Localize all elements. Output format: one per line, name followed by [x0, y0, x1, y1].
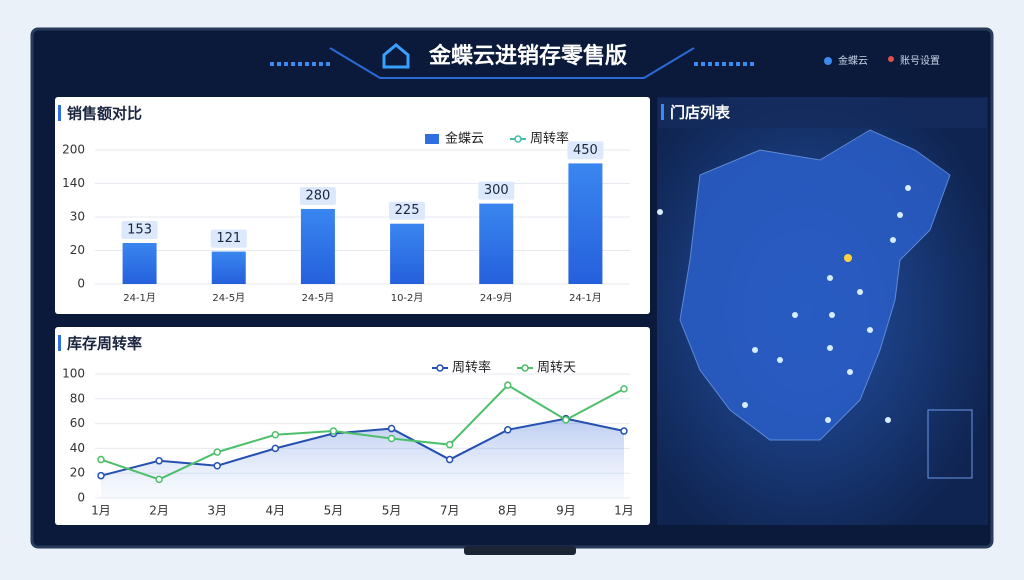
- y-tick-label: 80: [70, 391, 85, 405]
- point: [620, 385, 628, 393]
- line: [100, 383, 625, 481]
- title-bar: [58, 105, 61, 121]
- point: [445, 455, 454, 464]
- data-label: 280: [306, 188, 331, 203]
- bar: [211, 251, 246, 284]
- point: [562, 416, 570, 424]
- data-label-bg: [299, 186, 336, 205]
- title-bar: [58, 335, 61, 351]
- legend-swatch: [521, 364, 529, 372]
- y-tick-label: 0: [77, 491, 85, 505]
- header-frame: [329, 47, 695, 79]
- map-header: [658, 98, 987, 128]
- x-tick-label: 3月: [207, 504, 227, 518]
- x-tick-label: 24-5月: [302, 292, 335, 304]
- data-label-bg: [210, 229, 247, 248]
- x-tick-label: 4月: [266, 504, 286, 518]
- legend-swatch: [436, 364, 444, 372]
- monitor-stand: [464, 546, 576, 555]
- legend-label: 金蝶云: [445, 131, 484, 147]
- point: [387, 434, 396, 443]
- point: [97, 455, 105, 464]
- point: [445, 440, 454, 449]
- bar: [122, 242, 157, 284]
- data-label-bg: [567, 141, 604, 160]
- x-tick-label: 5月: [324, 504, 344, 518]
- point: [213, 462, 221, 470]
- line: [100, 417, 625, 477]
- data-label: 225: [395, 203, 420, 218]
- data-label-bg: [389, 201, 426, 220]
- data-label-bg: [478, 181, 515, 200]
- point: [504, 426, 512, 434]
- panel-title: 销售额对比: [67, 105, 142, 123]
- y-tick-label: 60: [70, 416, 85, 430]
- bar: [300, 208, 335, 284]
- bar: [479, 203, 514, 284]
- x-tick-label: 10-2月: [391, 292, 424, 304]
- y-tick-label: 30: [70, 210, 85, 224]
- data-label: 450: [573, 143, 598, 158]
- x-tick-label: 7月: [440, 504, 460, 518]
- point: [155, 457, 163, 465]
- app-title: 金蝶云进销存零售版: [428, 43, 627, 69]
- point: [387, 424, 396, 433]
- x-tick-label: 9月: [556, 504, 576, 518]
- bar: [568, 163, 603, 284]
- point: [97, 471, 105, 480]
- store-pins: [657, 185, 911, 423]
- y-tick-label: 200: [62, 143, 85, 157]
- bar: [390, 223, 425, 284]
- y-tick-label: 140: [62, 176, 85, 190]
- status-icon: [888, 56, 894, 62]
- point: [620, 427, 628, 435]
- legend-label: 周转天: [537, 361, 576, 376]
- y-tick-label: 0: [77, 277, 85, 291]
- status-text[interactable]: 账号设置: [900, 55, 940, 67]
- logo: [382, 43, 410, 69]
- panel-title: 库存周转率: [67, 335, 142, 353]
- legend-swatch: [425, 134, 439, 144]
- y-tick-label: 40: [70, 441, 85, 455]
- x-tick-label: 24-1月: [569, 292, 602, 304]
- x-tick-label: 2月: [149, 504, 169, 518]
- map-title: 门店列表: [670, 104, 731, 122]
- legend-label: 周转率: [452, 360, 491, 376]
- area: [101, 418, 624, 498]
- legend-swatch: [514, 135, 522, 143]
- data-label: 121: [216, 231, 241, 246]
- data-label-bg: [121, 220, 158, 239]
- x-tick-label: 1月: [614, 504, 634, 518]
- data-label: 300: [484, 183, 509, 198]
- point: [271, 431, 280, 439]
- status-icon: [824, 57, 832, 65]
- point: [271, 444, 280, 453]
- x-tick-label: 8月: [498, 504, 518, 518]
- y-tick-label: 20: [70, 243, 85, 257]
- x-tick-label: 24-1月: [123, 292, 156, 304]
- point: [213, 448, 221, 456]
- y-tick-label: 20: [70, 466, 85, 480]
- legend-label: 周转率: [530, 131, 569, 147]
- map-shape: [679, 129, 951, 441]
- point: [155, 475, 163, 484]
- y-tick-label: 100: [62, 367, 85, 381]
- x-tick-label: 24-5月: [212, 292, 245, 304]
- inset-map: [927, 409, 973, 479]
- data-label: 153: [127, 222, 152, 237]
- title-bar: [661, 104, 664, 120]
- x-tick-label: 5月: [382, 504, 402, 518]
- x-tick-label: 24-9月: [480, 292, 513, 304]
- point: [329, 427, 338, 435]
- point: [504, 381, 512, 389]
- x-tick-label: 1月: [91, 504, 111, 518]
- status-text[interactable]: 金蝶云: [838, 54, 868, 67]
